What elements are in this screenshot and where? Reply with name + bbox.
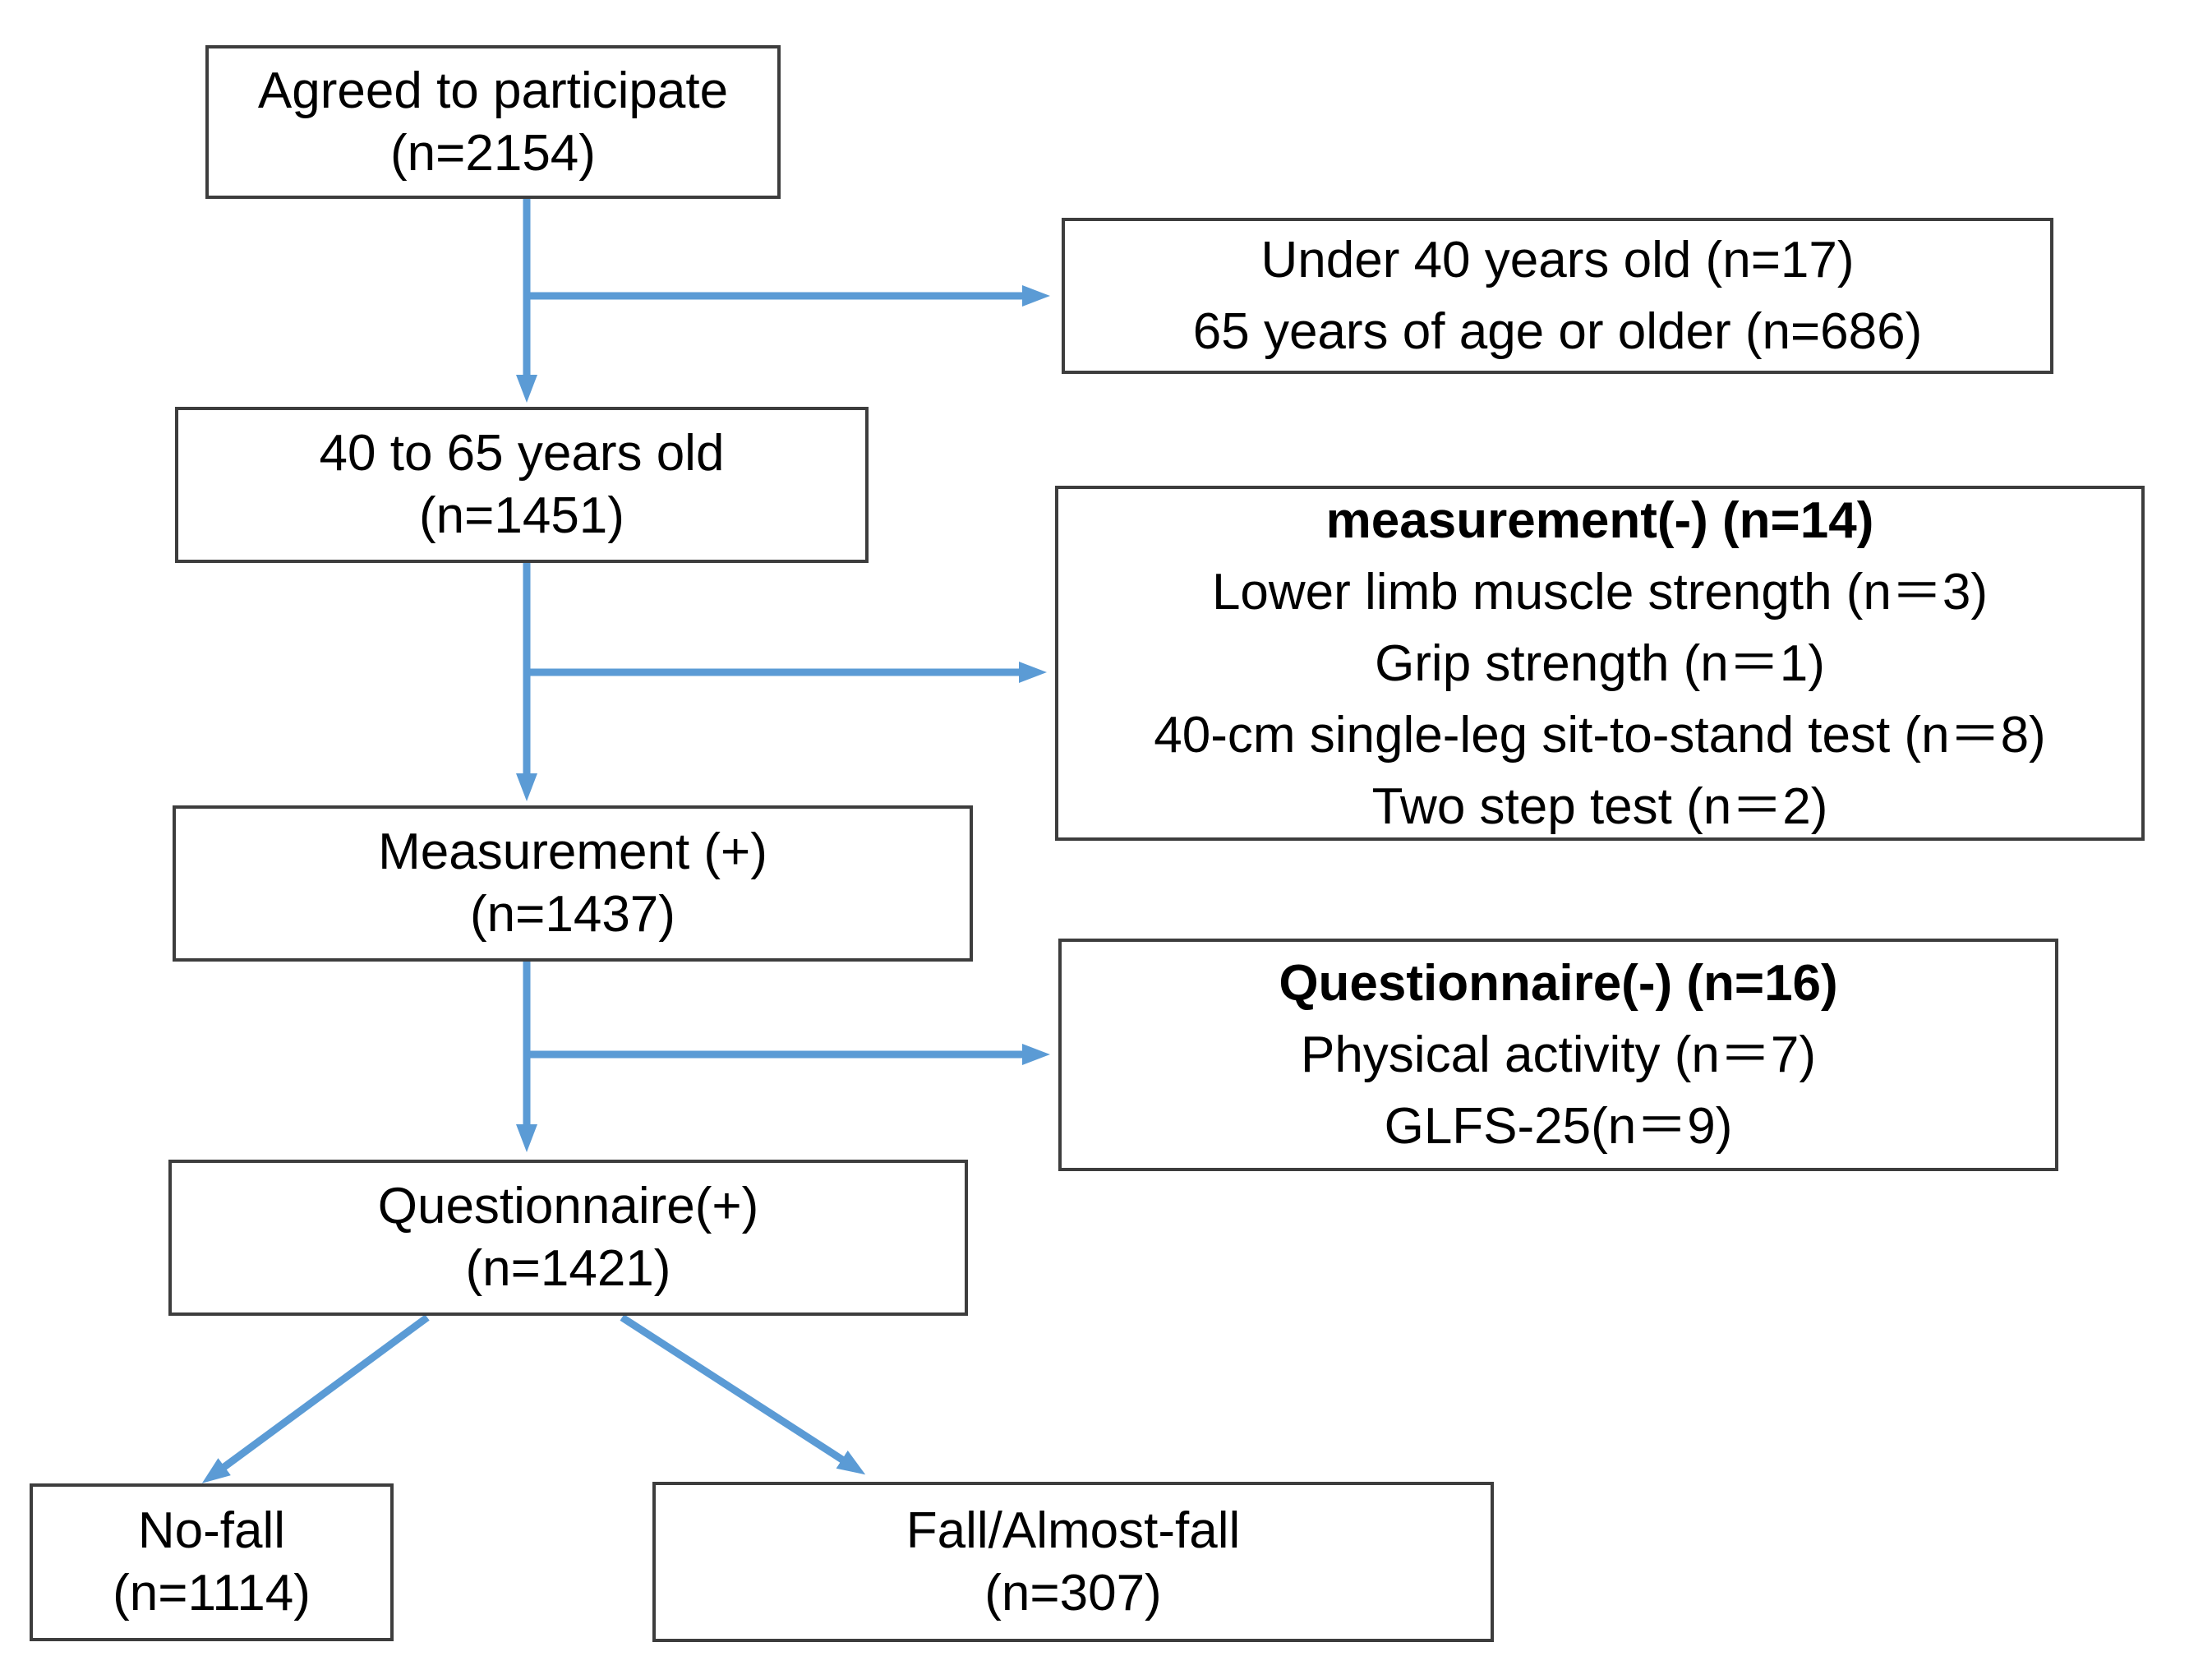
box-label: Agreed to participate <box>257 62 729 119</box>
box-count: (n=1437) <box>470 886 675 943</box>
box-40-to-65-years-old: 40 to 65 years old (n=1451) <box>175 407 869 563</box>
box-excluded-age: Under 40 years old (n=17) 65 years of ag… <box>1062 218 2053 374</box>
box-questionnaire-excluded: Questionnaire(-) (n=16) Physical activit… <box>1058 939 2058 1171</box>
box-label: 40 to 65 years old <box>319 425 725 482</box>
box-label: Physical activity (n＝7) <box>1300 1026 1817 1083</box>
box-label: 40-cm single-leg sit-to-stand test (n＝8) <box>1154 706 2046 763</box>
box-label: Under 40 years old (n=17) <box>1260 232 1855 288</box>
box-label: Lower limb muscle strength (n＝3) <box>1211 563 1988 620</box>
box-agreed-to-participate: Agreed to participate (n=2154) <box>205 45 781 199</box>
box-label: 65 years of age or older (n=686) <box>1192 303 1923 360</box>
arrow-to-no-fall <box>201 1314 430 1483</box>
box-label: GLFS-25(n＝9) <box>1384 1098 1733 1155</box>
box-count: (n=1451) <box>419 487 624 544</box>
box-label: No-fall <box>137 1502 286 1559</box>
box-label: Fall/Almost-fall <box>906 1502 1241 1559</box>
box-count: (n=1114) <box>113 1565 311 1622</box>
box-measurement-excluded: measurement(-) (n=14) Lower limb muscle … <box>1055 486 2145 841</box>
box-count: (n=1421) <box>465 1240 671 1297</box>
box-measurement-positive: Measurement (+) (n=1437) <box>173 805 973 962</box>
box-questionnaire-positive: Questionnaire(+) (n=1421) <box>168 1160 968 1316</box>
box-label: Questionnaire(+) <box>377 1178 759 1234</box>
box-count: (n=2154) <box>390 124 596 182</box>
box-label: Grip strength (n＝1) <box>1375 634 1825 692</box>
box-no-fall: No-fall (n=1114) <box>30 1483 394 1641</box>
box-title: Questionnaire(-) (n=16) <box>1279 955 1838 1012</box>
box-label: Measurement (+) <box>378 823 767 880</box>
box-title: measurement(-) (n=14) <box>1325 491 1874 549</box>
box-count: (n=307) <box>984 1564 1162 1622</box>
box-fall-almost-fall: Fall/Almost-fall (n=307) <box>652 1482 1494 1642</box>
box-label: Two step test (n＝2) <box>1371 777 1828 835</box>
arrow-to-fall <box>620 1314 866 1475</box>
